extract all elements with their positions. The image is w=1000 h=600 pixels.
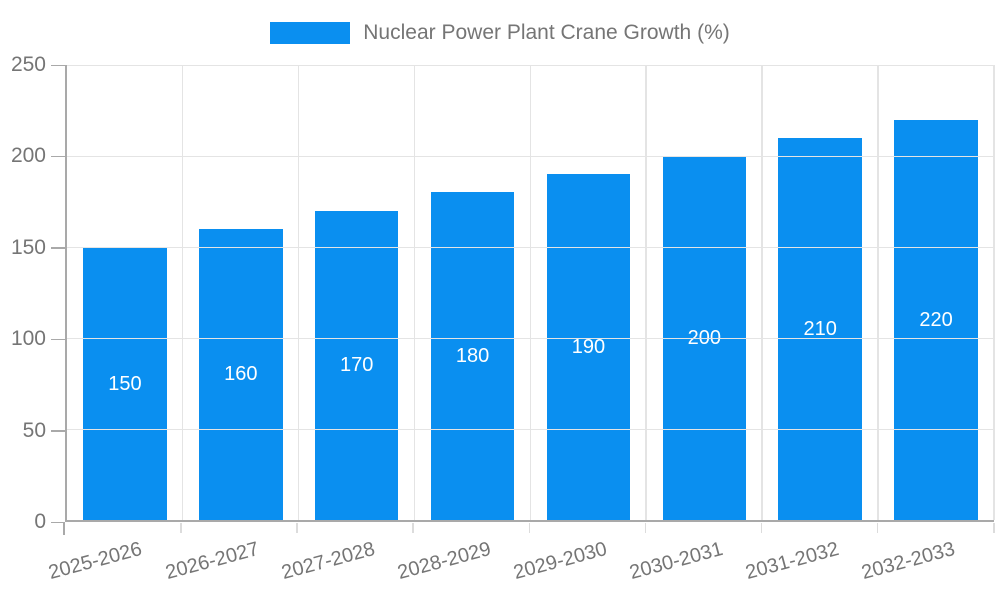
bar: 170	[314, 210, 399, 520]
x-tick-mark	[993, 523, 995, 533]
gridline-vertical	[529, 65, 531, 520]
bar-value-label: 190	[571, 336, 606, 359]
y-tick-mark	[51, 338, 65, 341]
x-label-slot: 2032-2033	[860, 523, 994, 600]
y-tick-label: 200	[10, 144, 46, 168]
bar-value-label: 220	[919, 308, 953, 331]
bars-container: 150 160 170 180 190 200 210 220	[67, 65, 994, 520]
x-tick-mark	[760, 523, 763, 533]
y-tick-mark	[51, 430, 65, 432]
bar: 160	[199, 228, 283, 520]
x-tick-mark	[412, 523, 414, 533]
plot-area: 150 160 170 180 190 200 210 220	[65, 64, 995, 522]
bar-slot: 220	[878, 65, 994, 520]
y-tick-mark	[51, 155, 65, 158]
bar: 220	[894, 119, 978, 520]
x-tick-mark	[644, 523, 647, 533]
bar-slot: 200	[646, 65, 762, 520]
legend-label: Nuclear Power Plant Crane Growth (%)	[363, 21, 730, 44]
y-tick-label: 50	[22, 418, 46, 442]
x-axis-tick-marks	[63, 523, 995, 537]
y-tick-mark	[51, 247, 65, 249]
bar-slot: 150	[67, 65, 183, 520]
y-tick-label: 250	[10, 53, 46, 76]
gridline-vertical	[413, 65, 416, 520]
y-tick-mark	[51, 64, 65, 66]
x-axis-extension-tick	[63, 523, 65, 535]
x-tick-mark	[876, 523, 879, 533]
gridline-vertical	[181, 65, 184, 520]
legend: Nuclear Power Plant Crane Growth (%)	[0, 21, 1000, 45]
bar-slot: 210	[762, 65, 878, 520]
gridline-vertical	[877, 65, 879, 520]
bar: 150	[83, 247, 167, 520]
bar-slot: 180	[415, 65, 531, 520]
x-tick-mark	[180, 523, 182, 533]
x-tick-mark	[296, 523, 298, 533]
x-tick-label: 2025-2026	[46, 538, 145, 585]
y-tick-label: 0	[34, 510, 46, 533]
y-tick-mark	[51, 521, 65, 523]
gridline-vertical	[645, 65, 647, 520]
gridline-vertical	[761, 65, 763, 520]
legend-swatch	[270, 22, 351, 44]
gridline-vertical	[993, 65, 995, 520]
bar-slot: 160	[183, 65, 299, 520]
bar-slot: 190	[531, 65, 647, 520]
gridline-vertical	[297, 65, 300, 520]
bar-value-label: 210	[803, 317, 837, 340]
bar: 210	[778, 137, 862, 520]
y-tick-label: 100	[10, 327, 46, 351]
bar-value-label: 180	[455, 345, 490, 368]
bar-value-label: 170	[339, 354, 374, 377]
bar-value-label: 150	[108, 372, 142, 395]
bar: 190	[546, 174, 631, 520]
y-axis-tick-marks	[51, 64, 65, 523]
y-tick-label: 150	[10, 235, 46, 259]
bar: 180	[430, 192, 515, 520]
x-tick-mark	[528, 523, 530, 533]
bar-value-label: 160	[224, 363, 258, 386]
y-axis-labels: 0 50 100 150 200 250	[0, 54, 46, 533]
bar-slot: 170	[299, 65, 415, 520]
x-axis-labels: 2025-2026 2026-2027 2027-2028 2028-2029 2029…	[47, 523, 994, 600]
